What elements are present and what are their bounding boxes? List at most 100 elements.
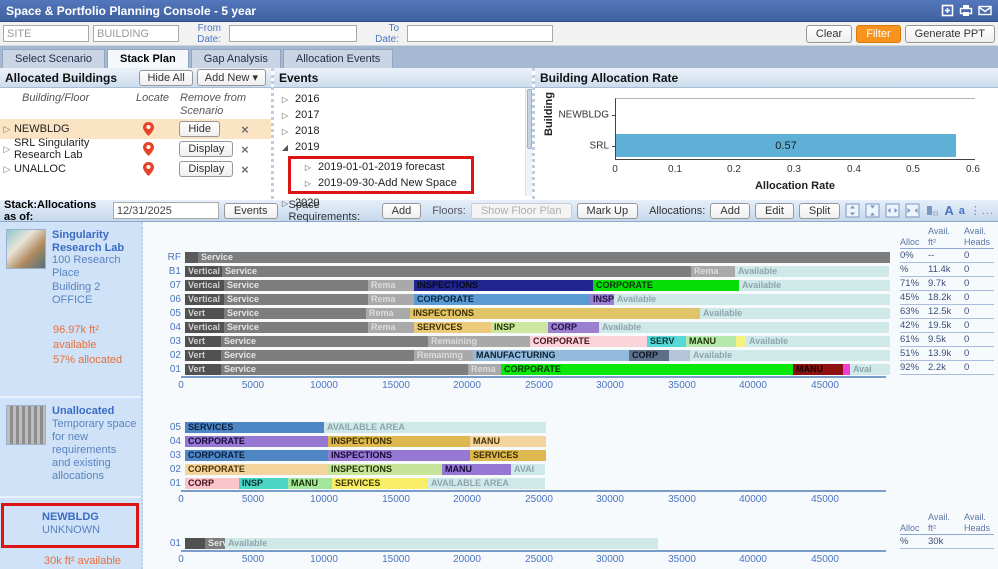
collapsed-icon[interactable]: ▷ — [281, 126, 289, 136]
stack-segment[interactable] — [185, 251, 198, 263]
alloc-add-button[interactable]: Add — [710, 202, 750, 219]
stack-segment[interactable]: Available — [225, 537, 658, 549]
stack-segment[interactable]: Service — [224, 293, 368, 305]
hide-all-button[interactable]: Hide All — [139, 69, 193, 86]
stack-segment[interactable]: CORPORATE — [501, 363, 793, 375]
stack-segment[interactable]: MANU — [288, 477, 332, 489]
stack-segment[interactable]: MANU — [686, 335, 736, 347]
clear-button[interactable]: Clear — [805, 24, 853, 43]
stack-segment[interactable]: Service — [224, 321, 368, 333]
collapsed-icon[interactable]: ▷ — [281, 198, 289, 208]
event-item-forecast[interactable]: ▷ 2019-01-01-2019 forecast — [304, 161, 445, 173]
remove-icon[interactable]: × — [241, 141, 249, 157]
stack-segment[interactable]: INSP — [491, 321, 548, 333]
stack-segment[interactable]: INSPECTIONS — [410, 307, 700, 319]
print-icon[interactable] — [959, 4, 973, 17]
building-row-srl[interactable]: ▷ SRL Singularity Research Lab Display × — [0, 137, 271, 161]
stack-segment[interactable]: Service — [222, 265, 691, 277]
building-input[interactable] — [93, 25, 179, 42]
event-year-2016[interactable]: ▷ 2016 — [281, 93, 320, 105]
expand-icon[interactable]: ▷ — [3, 123, 11, 134]
stack-segment[interactable]: CORP — [548, 321, 599, 333]
stack-segment[interactable]: Remaining — [428, 335, 530, 347]
chart-column-icon[interactable] — [925, 204, 939, 218]
space-add-button[interactable]: Add — [381, 202, 422, 219]
stack-segment[interactable]: SERVICES — [414, 321, 491, 333]
stack-segment[interactable]: Service — [198, 251, 890, 263]
stack-segment[interactable]: Rema — [691, 265, 735, 277]
alloc-split-button[interactable]: Split — [798, 202, 841, 219]
alloc-edit-button[interactable]: Edit — [754, 202, 794, 219]
allocation-rate-bar[interactable]: 0.57 — [616, 134, 956, 157]
filter-button[interactable]: Filter — [856, 24, 901, 43]
stack-segment[interactable]: CORPORATE — [185, 449, 328, 461]
stack-segment[interactable]: Rema — [468, 363, 501, 375]
stack-segment[interactable]: Service — [224, 307, 366, 319]
stack-segment[interactable]: INSPECTIONS — [328, 435, 470, 447]
building-card-newbldg[interactable]: NEWBLDG UNKNOWN 30k ft² available — [0, 496, 141, 569]
stack-segment[interactable]: Rema — [368, 321, 414, 333]
stack-segment[interactable]: CORPORATE — [185, 463, 328, 475]
collapsed-icon[interactable]: ▷ — [281, 94, 289, 104]
map-pin-icon[interactable] — [135, 162, 179, 177]
from-date-input[interactable] — [229, 25, 357, 42]
stack-segment[interactable]: CORPORATE — [593, 279, 739, 291]
add-new-button[interactable]: Add New ▾ — [196, 69, 266, 86]
events-button[interactable]: Events — [223, 202, 278, 219]
collapsed-icon[interactable]: ▷ — [304, 178, 312, 188]
expanded-icon[interactable]: ◢ — [281, 142, 289, 152]
stack-segment[interactable]: Service — [221, 349, 414, 361]
stack-segment[interactable]: CORPORATE — [185, 435, 328, 447]
stack-segment[interactable]: Vert — [185, 349, 221, 361]
collapse-horizontal-icon[interactable] — [905, 203, 920, 218]
stack-segment[interactable]: Available — [599, 321, 889, 333]
stack-segment[interactable]: INSP — [590, 293, 614, 305]
mail-icon[interactable] — [978, 5, 992, 16]
building-row-unalloc[interactable]: ▷ UNALLOC Display × — [0, 159, 271, 179]
expand-icon[interactable]: ▷ — [3, 163, 11, 174]
event-year-2018[interactable]: ▷ 2018 — [281, 125, 320, 137]
expand-icon[interactable]: ▷ — [3, 143, 11, 154]
stack-segment[interactable]: Service — [224, 279, 368, 291]
more-options-icon[interactable]: ⋮... — [969, 205, 994, 217]
stack-segment[interactable]: Vert — [185, 307, 224, 319]
stack-segment[interactable]: Available — [739, 279, 890, 291]
building-card-srl[interactable]: Singularity Research Lab 100 Research Pl… — [0, 222, 141, 396]
hide-building-button[interactable]: Hide — [179, 121, 220, 138]
stack-segment[interactable]: Available — [690, 349, 890, 361]
event-year-2020[interactable]: ▷ 2020 — [281, 197, 320, 209]
tab-allocation-events[interactable]: Allocation Events — [282, 49, 394, 68]
stack-segment[interactable]: INSPECTIONS — [328, 463, 442, 475]
building-row-newbldg[interactable]: ▷ NEWBLDG Hide × — [0, 119, 271, 140]
stack-segment[interactable]: AVAILABLE AREA — [324, 421, 546, 433]
stack-segment[interactable]: CORP — [185, 477, 239, 489]
stack-segment[interactable] — [185, 537, 205, 549]
events-scrollbar[interactable] — [525, 88, 532, 196]
stack-segment[interactable]: Vertical — [185, 265, 222, 277]
expand-vertical-icon[interactable] — [845, 203, 860, 218]
as-of-date-input[interactable] — [112, 202, 219, 219]
stack-segment[interactable]: INSPECTIONS — [414, 279, 593, 291]
mark-up-button[interactable]: Mark Up — [576, 202, 639, 219]
stack-segment[interactable]: Available — [746, 335, 890, 347]
stack-segment[interactable]: Remaining — [414, 349, 473, 361]
stack-segment[interactable] — [736, 335, 746, 347]
display-building-button[interactable]: Display — [179, 161, 234, 178]
map-pin-icon[interactable] — [135, 122, 179, 137]
show-floor-plan-button[interactable]: Show Floor Plan — [470, 202, 572, 219]
collapsed-icon[interactable]: ▷ — [281, 110, 289, 120]
stack-segment[interactable]: Vertical — [185, 279, 224, 291]
stack-segment[interactable]: SERVICES — [332, 477, 428, 489]
stack-segment[interactable]: Serv — [205, 537, 225, 549]
display-building-button[interactable]: Display — [179, 141, 234, 158]
stack-segment[interactable]: Rema — [368, 279, 414, 291]
tab-stack-plan[interactable]: Stack Plan — [107, 49, 189, 68]
stack-segment[interactable]: CORPORATE — [414, 293, 590, 305]
stack-segment[interactable]: Rema — [368, 293, 414, 305]
event-item-add-new-space[interactable]: ▷ 2019-09-30-Add New Space — [304, 177, 457, 189]
stack-segment[interactable]: Service — [221, 335, 428, 347]
stack-segment[interactable]: MANUFACTURING — [473, 349, 629, 361]
to-date-input[interactable] — [407, 25, 553, 42]
event-year-2017[interactable]: ▷ 2017 — [281, 109, 320, 121]
stack-segment[interactable]: Available — [700, 307, 890, 319]
